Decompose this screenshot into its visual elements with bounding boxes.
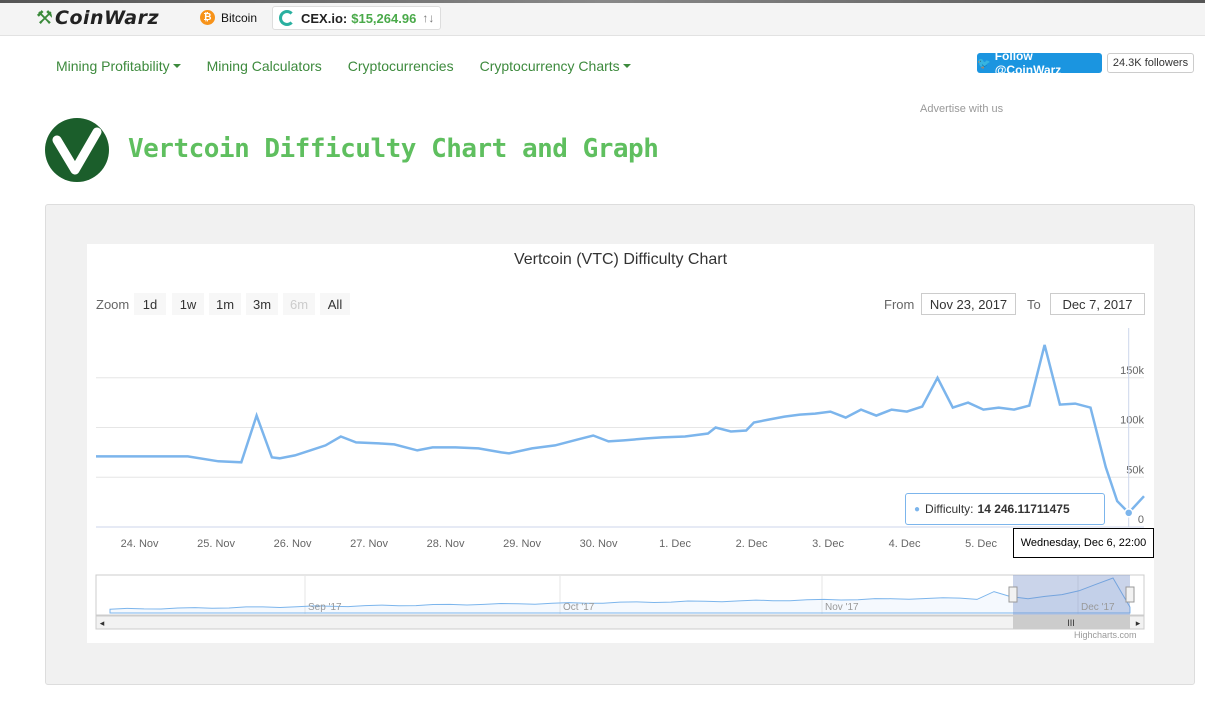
- bitcoin-icon: ₿: [200, 10, 215, 25]
- zoom-6m-button: 6m: [283, 293, 315, 315]
- nav-label: Mining Calculators: [206, 58, 322, 74]
- zoom-1w-button[interactable]: 1w: [172, 293, 204, 315]
- crosshair-date-label: Wednesday, Dec 6, 22:00: [1013, 528, 1154, 558]
- bitcoin-ticker[interactable]: ₿ Bitcoin: [200, 10, 257, 25]
- nav-label: Cryptocurrency Charts: [479, 58, 620, 74]
- zoom-all-button[interactable]: All: [320, 293, 350, 315]
- twitter-bird-icon: 🐦: [977, 57, 991, 70]
- from-date-input[interactable]: Nov 23, 2017: [921, 293, 1016, 315]
- tooltip-value: 14 246.11711475: [977, 502, 1070, 516]
- exchange-name: CEX.io:: [301, 10, 348, 26]
- highcharts-credits[interactable]: Highcharts.com: [1074, 630, 1137, 640]
- twitter-follow-button[interactable]: 🐦 Follow @CoinWarz: [977, 49, 1102, 77]
- nav-mining-calculators[interactable]: Mining Calculators: [207, 58, 322, 74]
- tooltip-series-label: Difficulty:: [925, 502, 974, 516]
- vertcoin-check-icon: [52, 127, 102, 175]
- from-label: From: [884, 297, 915, 312]
- nav-cryptocurrencies[interactable]: Cryptocurrencies: [348, 58, 454, 74]
- chart-title: Vertcoin (VTC) Difficulty Chart: [513, 251, 728, 268]
- zoom-3m-button[interactable]: 3m: [246, 293, 278, 315]
- caret-down-icon: [622, 64, 631, 68]
- nav-label: Cryptocurrencies: [347, 58, 454, 74]
- nav-cryptocurrency-charts[interactable]: Cryptocurrency Charts: [480, 58, 631, 74]
- page-title: Vertcoin Difficulty Chart and Graph: [128, 134, 659, 164]
- to-date-input[interactable]: Dec 7, 2017: [1050, 293, 1145, 315]
- cex-icon: [279, 10, 295, 26]
- coinwarz-logo[interactable]: ⚒ CoinWarz: [36, 7, 159, 29]
- main-nav: Mining Profitability Mining Calculators …: [56, 58, 657, 74]
- zoom-label: Zoom: [96, 297, 130, 312]
- followers-count[interactable]: 24.3K followers: [1107, 53, 1194, 73]
- top-border-line: [0, 0, 1205, 3]
- price-trend-arrows-icon: ↑↓: [422, 11, 435, 25]
- advertise-link[interactable]: Advertise with us: [920, 103, 1004, 115]
- logo-text: CoinWarz: [55, 7, 160, 29]
- exchange-price: $15,264.96: [351, 10, 417, 26]
- follow-label: Follow @CoinWarz: [994, 49, 1062, 77]
- zoom-1d-button[interactable]: 1d: [134, 293, 166, 315]
- top-bar: [0, 0, 1205, 36]
- nav-label: Mining Profitability: [56, 58, 170, 74]
- chart-tooltip: ● Difficulty: 14 246.11711475: [905, 493, 1105, 525]
- exchange-price-badge[interactable]: CEX.io: $15,264.96 ↑↓: [272, 6, 442, 30]
- to-label: To: [1027, 297, 1041, 312]
- zoom-1m-button[interactable]: 1m: [209, 293, 241, 315]
- pickaxe-icon: ⚒: [36, 7, 54, 29]
- nav-mining-profitability[interactable]: Mining Profitability: [56, 58, 181, 74]
- series-dot-icon: ●: [914, 503, 921, 515]
- caret-down-icon: [172, 64, 181, 68]
- bitcoin-label: Bitcoin: [221, 10, 258, 25]
